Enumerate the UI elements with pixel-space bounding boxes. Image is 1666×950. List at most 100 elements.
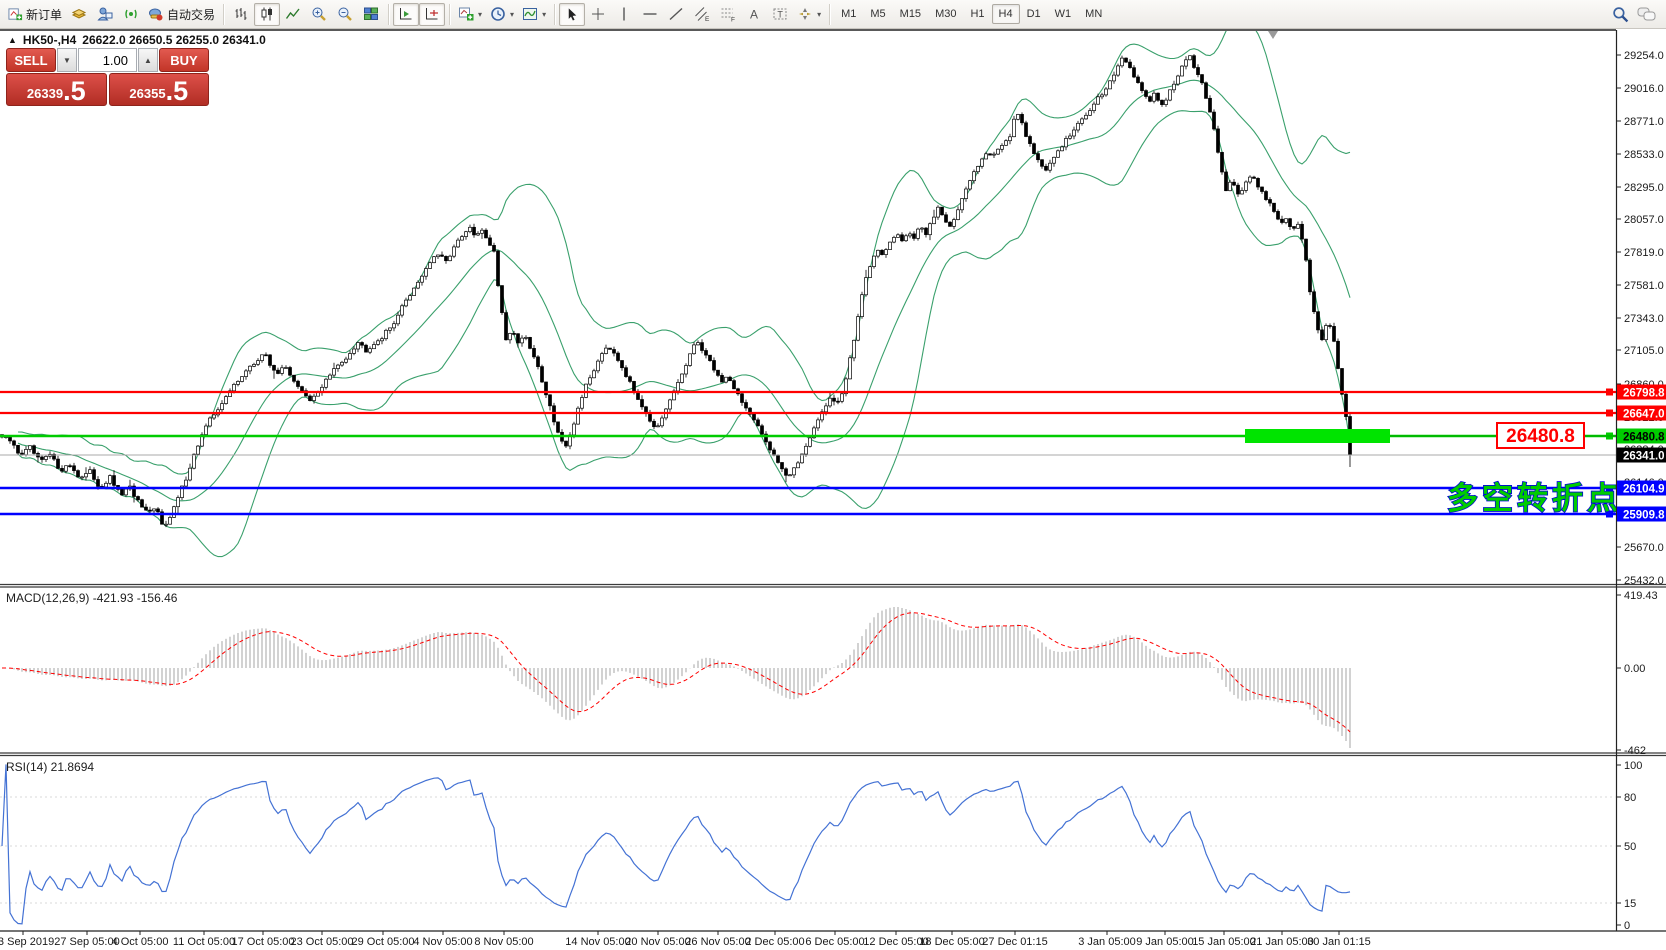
indicators-icon — [523, 8, 538, 20]
candle-chart-icon — [261, 7, 273, 21]
tab-m5[interactable]: M5 — [870, 8, 886, 20]
price-tag-25909.8: 25909.8 — [1617, 506, 1666, 522]
horizontal-line-tool-button[interactable] — [637, 3, 663, 26]
layers-button[interactable] — [66, 3, 92, 26]
price-tick-label: 29254.0 — [1624, 50, 1664, 62]
autotrade-button[interactable]: 自动交易 — [144, 3, 219, 26]
auto-scroll-button[interactable] — [393, 2, 420, 26]
time-tick-label: 6 Dec 05:00 — [805, 936, 864, 948]
horizontal-line-26798.8[interactable] — [0, 388, 1616, 396]
layers-icon — [71, 8, 87, 19]
svg-text:26647.0: 26647.0 — [1623, 409, 1665, 421]
time-tick-label: 27 Dec 01:15 — [982, 936, 1047, 948]
tab-h1[interactable]: H1 — [970, 8, 985, 20]
price-tag-26341.0: 26341.0 — [1617, 447, 1666, 463]
buy-price-display[interactable]: 26355 .5 — [108, 73, 209, 106]
horizontal-line-26104.9[interactable] — [0, 484, 1616, 492]
text-label-tool-button[interactable]: T — [767, 3, 793, 26]
svg-text:26341.0: 26341.0 — [1623, 451, 1665, 463]
zoom-in-button[interactable] — [306, 3, 332, 26]
fibonacci-tool-button[interactable]: F — [715, 3, 741, 26]
price-callout[interactable]: 26480.8 — [1245, 422, 1616, 449]
vertical-line-icon — [623, 7, 625, 21]
time-tick-label: 23 Sep 2019 — [0, 936, 54, 948]
pane-borders — [0, 29, 1666, 932]
lot-decrease-button[interactable]: ▼ — [57, 48, 77, 72]
search-icon[interactable] — [1612, 6, 1629, 23]
chevron-down-icon: ▾ — [542, 9, 547, 19]
symbol-period-label: HK50-,H4 — [22, 33, 77, 47]
toolbar-separator — [449, 3, 451, 25]
macd-tick-label: -462 — [1624, 745, 1646, 757]
cursor-tool-button[interactable] — [559, 2, 586, 26]
tab-w1[interactable]: W1 — [1054, 8, 1072, 20]
time-tick-label: 8 Nov 05:00 — [474, 936, 533, 948]
cursor-icon — [568, 7, 576, 20]
ohlc-values: 26622.0 26650.5 26255.0 26341.0 — [82, 33, 266, 47]
new-chart-button[interactable]: ▾ — [454, 3, 486, 26]
rsi-tick-label: 50 — [1624, 841, 1636, 853]
line-chart-icon — [285, 8, 300, 19]
arrows-tool-button[interactable]: ▾ — [793, 3, 825, 26]
collapse-marker-icon[interactable]: ▲ — [8, 35, 17, 45]
buy-button[interactable]: BUY — [159, 48, 209, 72]
toolbar-separator — [554, 3, 556, 25]
time-tick-label: 3 Jan 05:00 — [1078, 936, 1136, 948]
macd-signal-line — [2, 612, 1351, 733]
price-tag-26480.8: 26480.8 — [1617, 428, 1666, 444]
indicators-button[interactable]: ▾ — [518, 3, 550, 26]
new-order-button[interactable]: 新订单 — [4, 3, 66, 26]
price-callout-text: 26480.8 — [1506, 426, 1575, 447]
time-tick-label: 12 Dec 05:00 — [863, 936, 928, 948]
chart-shift-marker[interactable] — [1268, 31, 1278, 39]
bar-chart-button[interactable] — [228, 3, 254, 26]
channel-tool-button[interactable]: E — [689, 3, 715, 26]
time-tick-label: 15 Jan 05:00 — [1192, 936, 1256, 948]
tile-windows-button[interactable] — [358, 3, 384, 26]
lot-increase-button[interactable]: ▲ — [138, 48, 158, 72]
crosshair-icon — [592, 8, 605, 20]
horizontal-line-25909.8[interactable] — [0, 510, 1616, 518]
price-tick-label: 25670.0 — [1624, 542, 1664, 554]
chart-shift-button[interactable] — [419, 2, 446, 26]
auto-scroll-icon — [400, 8, 412, 20]
vertical-line-tool-button[interactable] — [611, 3, 637, 26]
chat-icon[interactable] — [1637, 6, 1656, 22]
zoom-out-button[interactable] — [332, 3, 358, 26]
tab-d1[interactable]: D1 — [1026, 8, 1041, 20]
chevron-down-icon: ▾ — [478, 9, 483, 19]
tab-mn[interactable]: MN — [1085, 8, 1103, 20]
svg-text:26798.8: 26798.8 — [1623, 388, 1665, 400]
signal-button[interactable] — [118, 3, 144, 26]
candle-chart-button[interactable] — [254, 2, 281, 26]
crosshair-tool-button[interactable] — [585, 3, 611, 26]
text-tool-button[interactable]: A — [741, 3, 767, 26]
horizontal-line-26647.0[interactable] — [0, 409, 1616, 417]
line-chart-button[interactable] — [280, 3, 306, 26]
tab-m1[interactable]: M1 — [841, 8, 857, 20]
tab-h4[interactable]: H4 — [991, 4, 1020, 24]
tab-m15[interactable]: M15 — [899, 8, 922, 20]
periods-button[interactable]: ▾ — [486, 3, 518, 26]
time-tick-label: 30 Jan 01:15 — [1307, 936, 1371, 948]
trendline-tool-button[interactable] — [663, 3, 689, 26]
text-label-icon: T — [773, 8, 787, 20]
rsi-tick-label: 80 — [1624, 792, 1636, 804]
bollinger-lower-band — [17, 110, 1351, 558]
rsi-tick-label: 15 — [1624, 898, 1636, 910]
expert-advisors-button[interactable] — [92, 3, 118, 26]
price-tag-26798.8: 26798.8 — [1617, 384, 1666, 400]
lot-size-input[interactable]: 1.00 — [78, 48, 137, 72]
sell-price-display[interactable]: 26339 .5 — [6, 73, 107, 106]
macd-tick-label: 0.00 — [1624, 663, 1645, 675]
svg-text:T: T — [777, 10, 783, 20]
price-axis[interactable]: 29254.0 29016.0 28771.0 28533.0 28295.0 28057… — [1616, 50, 1666, 932]
annotation-text[interactable]: 多空转折点 — [1446, 480, 1622, 517]
trendline-icon — [669, 7, 683, 21]
toolbar-separator — [223, 3, 225, 25]
tab-m30[interactable]: M30 — [935, 8, 957, 20]
sell-button[interactable]: SELL — [6, 48, 56, 72]
